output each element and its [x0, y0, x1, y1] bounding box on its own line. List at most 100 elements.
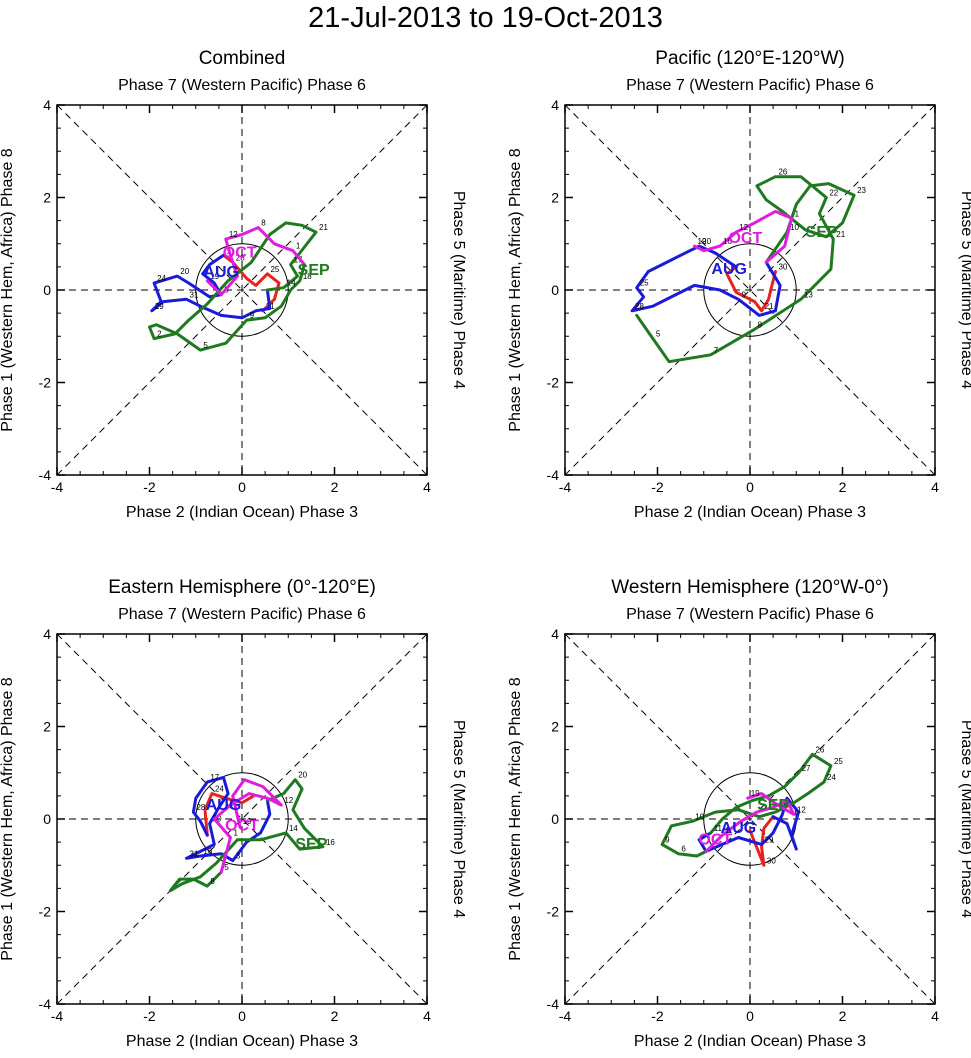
series-line-sep [168, 778, 325, 893]
x-tick-label: -4 [559, 479, 572, 495]
day-label: 25 [270, 265, 279, 274]
series-line-sep [635, 175, 856, 364]
month-label-sep: SEP [295, 836, 327, 853]
x-tick-label: -4 [559, 1008, 572, 1024]
unit-circle [195, 243, 289, 337]
axis-label-left: Phase 1 (Western Hem, Africa) Phase 8 [507, 677, 524, 960]
series-line-aug [630, 244, 782, 317]
axis-label-top: Phase 7 (Western Pacific) Phase 6 [118, 606, 366, 623]
month-label-oct: OCT [728, 230, 762, 247]
day-label: 29 [765, 835, 774, 844]
diagonal-guide [56, 104, 428, 476]
y-tick-label: 0 [551, 811, 559, 827]
series-line-aug [185, 775, 272, 863]
day-label: 18 [303, 272, 312, 281]
day-label: 14 [289, 824, 298, 833]
unit-circle [703, 243, 797, 337]
y-tick-label: 2 [43, 719, 51, 735]
x-tick-label: -2 [143, 479, 156, 495]
day-label: 19 [210, 272, 219, 281]
day-label: 24 [215, 785, 224, 794]
day-label: 8 [210, 877, 215, 886]
x-tick-label: 0 [746, 1008, 754, 1024]
month-label-sep: SEP [298, 262, 330, 279]
day-label: 8 [758, 320, 763, 329]
day-label: 5 [656, 330, 661, 339]
month-label-sep: SEP [757, 797, 789, 814]
month-label-oct: OCT [225, 818, 259, 835]
day-label: 28 [635, 302, 644, 311]
x-tick-label: 4 [423, 1008, 431, 1024]
day-label: 23 [857, 186, 866, 195]
chart-title: Pacific (120°E-120°W) [655, 48, 844, 69]
day-label: 2 [157, 330, 162, 339]
day-label: 29 [155, 302, 164, 311]
x-tick-label: -4 [51, 479, 64, 495]
x-tick-label: -2 [651, 479, 664, 495]
y-tick-label: -2 [547, 904, 560, 920]
day-label: 25 [834, 757, 843, 766]
day-label: 1 [795, 209, 800, 218]
day-label: 16 [203, 847, 212, 856]
series-line-jul [748, 815, 775, 867]
x-tick-label: 4 [931, 1008, 939, 1024]
y-tick-label: 4 [43, 626, 51, 642]
diagonal-guide [564, 104, 936, 476]
y-tick-label: 0 [43, 282, 51, 298]
x-tick-label: -2 [143, 1008, 156, 1024]
x-tick-label: 0 [238, 1008, 246, 1024]
y-tick-label: 4 [551, 626, 559, 642]
day-label: 20 [180, 267, 189, 276]
month-label-sep: SEP [806, 224, 838, 241]
axis-label-right: Phase 5 (Maritime) Phase 4 [958, 191, 971, 389]
y-tick-label: 2 [551, 719, 559, 735]
month-label-aug: AUG [721, 820, 757, 837]
day-label: 9 [250, 311, 255, 320]
day-label: 27 [802, 764, 811, 773]
day-label: 5 [224, 863, 229, 872]
day-label: 28 [196, 803, 205, 812]
day-label: 1 [233, 829, 238, 838]
y-tick-label: 2 [551, 190, 559, 206]
day-label: 21 [765, 302, 774, 311]
day-label: 31 [190, 290, 199, 299]
x-tick-label: 4 [931, 479, 939, 495]
axis-label-bottom: Phase 2 (Indian Ocean) Phase 3 [634, 1033, 866, 1050]
day-label: 12 [797, 805, 806, 814]
chart-panel-4: Western Hemisphere (120°W-0°) Phase 7 (We… [507, 577, 971, 1050]
x-tick-label: 0 [746, 479, 754, 495]
day-label: 7 [714, 346, 719, 355]
month-label-oct: OCT [223, 245, 257, 262]
axis-label-bottom: Phase 2 (Indian Ocean) Phase 3 [634, 504, 866, 521]
day-label: 22 [829, 189, 838, 198]
x-tick-label: -4 [51, 1008, 64, 1024]
y-tick-label: 4 [551, 97, 559, 113]
day-label: 16 [326, 838, 335, 847]
series-line-sep [660, 752, 833, 858]
day-label: 21 [836, 230, 845, 239]
axis-label-left: Phase 1 (Western Hem, Africa) Phase 8 [0, 677, 16, 960]
diagonal-guide [564, 633, 936, 1005]
month-label-oct: OCT [698, 831, 732, 848]
day-label: 12 [284, 796, 293, 805]
day-label: 1 [296, 242, 301, 251]
chart-panel-3: Eastern Hemisphere (0°-120°E) Phase 7 (We… [0, 577, 467, 1050]
series-line-oct [693, 209, 794, 264]
axis-label-bottom: Phase 2 (Indian Ocean) Phase 3 [126, 1033, 358, 1050]
y-tick-label: 0 [43, 811, 51, 827]
axis-label-right: Phase 5 (Maritime) Phase 4 [450, 191, 467, 389]
axis-label-right: Phase 5 (Maritime) Phase 4 [450, 720, 467, 918]
day-label: 24 [827, 773, 836, 782]
diagonal-guide [56, 104, 428, 476]
day-label: 16 [723, 237, 732, 246]
series-line-jul [725, 265, 777, 313]
series-line-jul [203, 792, 256, 837]
day-label: 10 [790, 223, 799, 232]
axis-label-right: Phase 5 (Maritime) Phase 4 [958, 720, 971, 918]
chart-panel-1: Combined Phase 7 (Western Pacific) Phase … [0, 48, 467, 521]
day-label: 20 [298, 771, 307, 780]
diagonal-guide [564, 104, 936, 476]
y-tick-label: -4 [39, 996, 52, 1012]
day-label: 1 [725, 826, 730, 835]
